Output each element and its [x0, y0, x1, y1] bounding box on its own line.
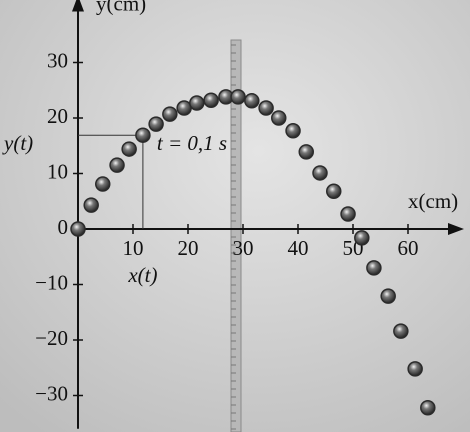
y-axis-label: y(cm): [96, 0, 146, 15]
ball: [285, 123, 301, 139]
ball: [258, 100, 274, 116]
x-tick-label: 40: [288, 236, 309, 260]
annotation-time: t = 0,1 s: [157, 131, 227, 155]
x-axis-label: x(cm): [408, 189, 458, 213]
ball: [420, 399, 436, 416]
ball: [271, 110, 287, 126]
y-tick-label: 20: [47, 104, 68, 128]
y-tick-label: −20: [35, 326, 68, 350]
annotation-yt: y(t): [2, 131, 33, 155]
ball: [326, 183, 342, 200]
ball: [109, 157, 125, 173]
x-tick-label: 10: [123, 236, 144, 260]
ball: [189, 95, 205, 111]
ball: [340, 206, 356, 222]
ball: [148, 116, 164, 132]
ball: [176, 100, 192, 116]
ball: [203, 92, 219, 108]
ball: [70, 221, 86, 237]
ball: [230, 89, 246, 105]
ball: [354, 230, 370, 246]
y-tick-label: 30: [47, 48, 68, 72]
ruler: [230, 39, 242, 432]
x-tick-label: 60: [398, 236, 419, 260]
annotation-xt: x(t): [127, 263, 157, 287]
ball: [162, 106, 178, 122]
x-tick-label: 30: [233, 236, 254, 260]
ball: [298, 144, 314, 160]
ball: [366, 260, 382, 276]
ball: [393, 323, 409, 339]
y-tick-label: 10: [47, 159, 68, 183]
ball: [244, 93, 260, 109]
x-axis-arrow: [448, 223, 464, 235]
ball: [407, 361, 423, 377]
y-axis-arrow: [72, 0, 84, 12]
y-tick-label: −30: [35, 381, 68, 405]
ball: [135, 127, 151, 143]
y-tick-label: −10: [35, 270, 68, 294]
ball: [380, 288, 396, 304]
ball: [312, 165, 328, 181]
ball: [83, 197, 99, 213]
ball: [121, 141, 137, 157]
x-tick-label: 20: [178, 236, 199, 260]
ball: [95, 176, 111, 192]
y-tick-label: 0: [58, 215, 69, 239]
